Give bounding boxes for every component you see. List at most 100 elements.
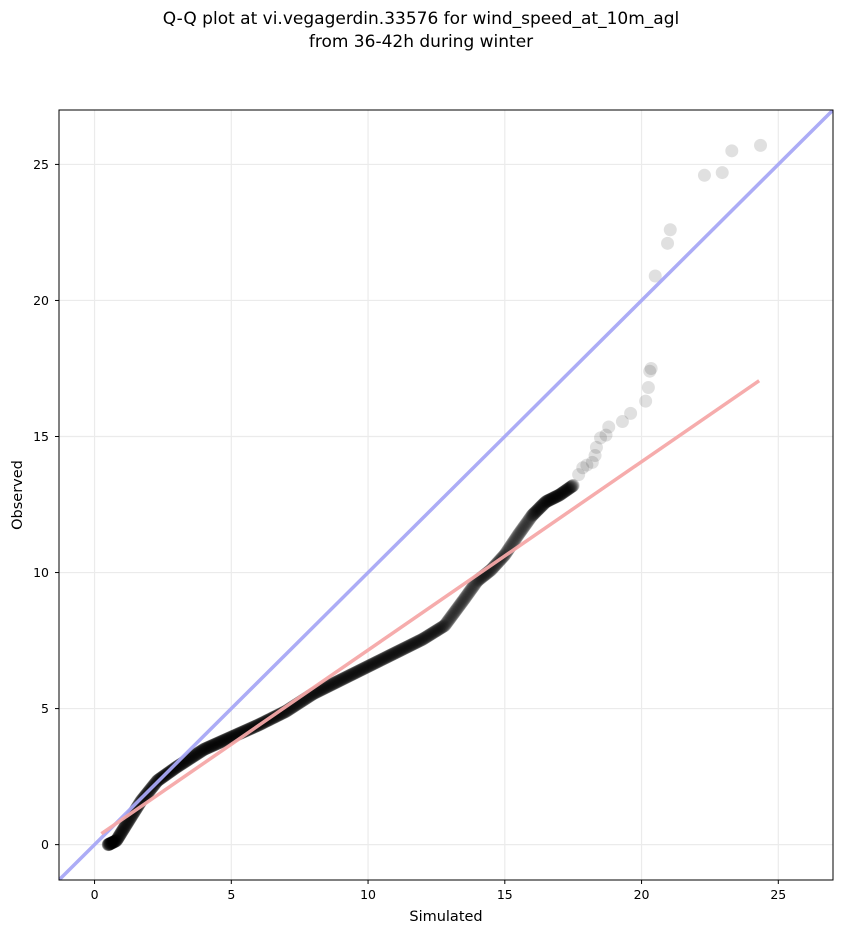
qq-point	[615, 415, 629, 429]
qq-point	[396, 642, 410, 656]
qq-point	[221, 732, 235, 746]
qq-point	[440, 615, 454, 629]
qq-point	[416, 632, 430, 646]
qq-point	[522, 513, 536, 527]
qq-point	[566, 479, 580, 493]
qq-point	[113, 829, 127, 843]
qq-point	[364, 658, 378, 672]
qq-point	[110, 833, 124, 847]
qq-point	[104, 836, 118, 850]
qq-point	[376, 652, 390, 666]
qq-point	[399, 640, 413, 654]
qq-point	[520, 515, 534, 529]
qq-point	[102, 837, 116, 851]
qq-point	[104, 836, 118, 850]
qq-point	[318, 681, 332, 695]
qq-point	[518, 518, 532, 532]
qq-point	[203, 740, 217, 754]
qq-point	[187, 749, 201, 763]
qq-point	[421, 629, 435, 643]
qq-point	[467, 579, 481, 593]
qq-point	[119, 819, 133, 833]
qq-point	[341, 669, 355, 683]
qq-point	[187, 749, 201, 763]
qq-point	[347, 667, 361, 681]
qq-point	[379, 650, 393, 664]
qq-point	[424, 627, 438, 641]
qq-point	[424, 627, 438, 641]
qq-point	[271, 708, 285, 722]
qq-point	[546, 491, 560, 505]
qq-point	[521, 514, 535, 528]
qq-point	[389, 645, 403, 659]
qq-point	[103, 837, 117, 851]
qq-point	[376, 652, 390, 666]
qq-point	[453, 597, 467, 611]
qq-point	[209, 737, 223, 751]
qq-point	[434, 621, 448, 635]
qq-point	[385, 647, 399, 661]
qq-point	[418, 631, 432, 645]
qq-point	[360, 660, 374, 674]
y-tick-label: 5	[41, 701, 49, 716]
qq-point	[510, 530, 524, 544]
qq-point	[405, 637, 419, 651]
qq-point	[104, 836, 118, 850]
qq-point	[103, 837, 117, 851]
qq-point	[272, 708, 286, 722]
qq-point	[201, 741, 215, 755]
qq-point	[348, 666, 362, 680]
qq-point	[316, 682, 330, 696]
qq-point	[555, 486, 569, 500]
qq-point	[119, 818, 133, 832]
qq-point	[443, 612, 457, 626]
qq-point	[530, 504, 544, 518]
qq-point	[341, 669, 355, 683]
qq-point	[345, 667, 359, 681]
qq-point	[353, 664, 367, 678]
qq-point	[401, 639, 415, 653]
qq-point	[576, 461, 590, 475]
qq-point	[188, 748, 202, 762]
qq-point	[385, 648, 399, 662]
qq-point	[365, 658, 379, 672]
qq-point	[404, 638, 418, 652]
qq-point	[428, 625, 442, 639]
qq-point	[330, 675, 344, 689]
qq-point	[212, 736, 226, 750]
qq-point	[219, 733, 233, 747]
qq-point	[715, 166, 729, 180]
qq-point	[559, 483, 573, 497]
qq-point	[216, 734, 230, 748]
qq-point	[102, 837, 116, 851]
chart-title-line-2: from 36-42h during winter	[309, 32, 533, 52]
qq-point	[112, 830, 126, 844]
qq-point	[754, 138, 768, 152]
qq-point	[325, 678, 339, 692]
qq-point	[547, 491, 561, 505]
plot-area	[59, 110, 833, 880]
qq-point	[531, 503, 545, 517]
qq-point	[544, 492, 558, 506]
qq-point	[560, 483, 574, 497]
qq-point	[359, 660, 373, 674]
qq-point	[447, 605, 461, 619]
qq-point	[190, 747, 204, 761]
qq-point	[321, 679, 335, 693]
qq-point	[331, 675, 345, 689]
qq-point	[449, 604, 463, 618]
qq-point	[399, 641, 413, 655]
y-tick-label: 20	[33, 293, 49, 308]
qq-point	[402, 639, 416, 653]
qq-point	[388, 646, 402, 660]
qq-point	[189, 748, 203, 762]
qq-point	[528, 505, 542, 519]
qq-point	[427, 625, 441, 639]
qq-point	[340, 670, 354, 684]
identity-line	[59, 110, 833, 880]
qq-point	[332, 674, 346, 688]
qq-point	[725, 144, 739, 158]
qq-point	[343, 668, 357, 682]
qq-point	[217, 734, 231, 748]
qq-point	[409, 635, 423, 649]
